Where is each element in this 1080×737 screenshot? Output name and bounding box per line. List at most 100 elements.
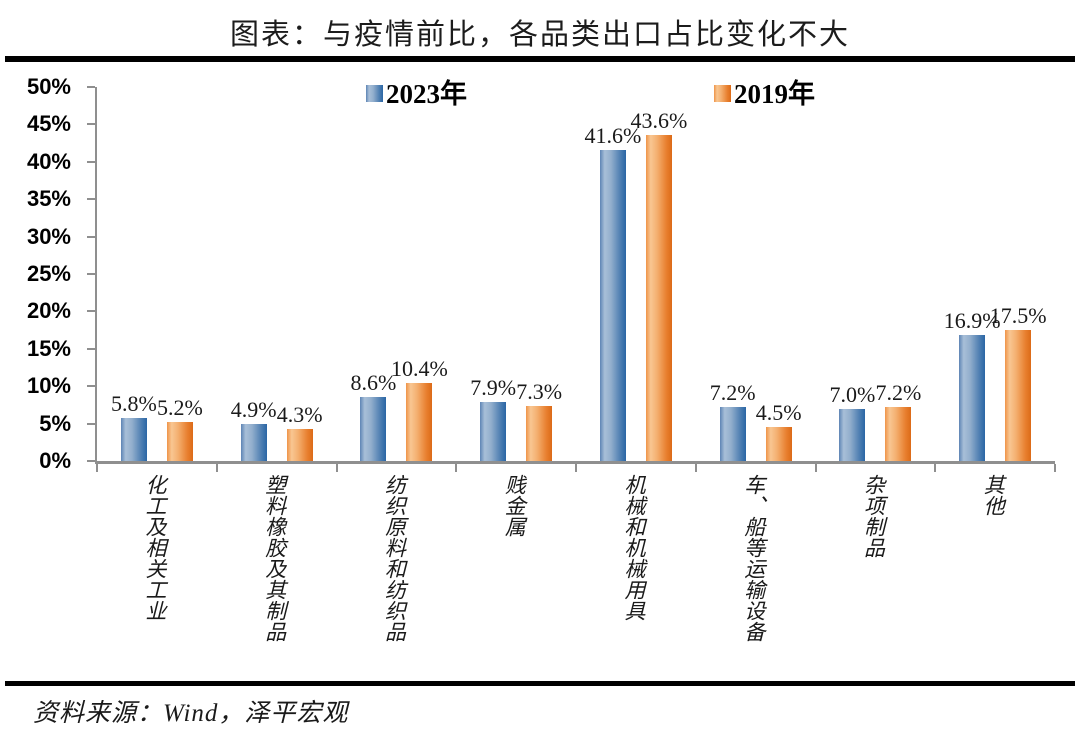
legend-swatch-2019-icon (714, 84, 731, 102)
y-axis-tick (87, 198, 95, 201)
category-label: 化工及相关工业 (95, 474, 215, 621)
y-axis-tick (87, 460, 95, 462)
top-divider-rule (5, 56, 1075, 62)
category-label-text: 塑料橡胶及其制品 (262, 474, 287, 642)
y-axis-tick (87, 86, 95, 88)
category-label-text: 杂项制品 (861, 474, 886, 558)
bar-2023年-贱金属: 7.9% (470, 375, 516, 461)
bar-group: 7.0% 7.2% (816, 87, 936, 461)
x-axis-tick (215, 464, 218, 472)
legend-item-2023: 2023年 (366, 72, 467, 111)
category-label: 贱金属 (454, 474, 574, 537)
category-label-text: 车、船等运输设备 (741, 474, 766, 642)
y-axis-tick-label: 0% (39, 448, 71, 473)
y-axis-tick (87, 310, 95, 313)
y-axis-tick (87, 347, 95, 350)
category-label: 杂项制品 (814, 474, 934, 558)
bar-2019年-纺织原料和纺织品: 10.4% (391, 356, 448, 461)
bar-2023年-车、船等运输设备: 7.2% (710, 380, 756, 461)
x-axis-tick (455, 464, 458, 472)
bar-group: 41.6% 43.6% (576, 87, 696, 461)
y-axis-tick-label: 35% (26, 186, 71, 212)
y-axis-tick (87, 385, 95, 388)
x-axis-category-labels: 化工及相关工业 塑料橡胶及其制品 纺织原料和纺织品 贱金属 机械和机械用具 车、船等运输设… (95, 474, 1053, 680)
legend-label-2023: 2023年 (386, 79, 467, 109)
legend-swatch-2023-icon (366, 84, 383, 102)
legend-item-2019: 2019年 (714, 72, 815, 111)
bar-2023年-杂项制品: 7.0% (829, 382, 875, 461)
x-axis-tick (1054, 464, 1056, 472)
y-axis-tick-label: 15% (26, 335, 71, 361)
bar-group: 7.2% 4.5% (696, 87, 816, 461)
bar-2019年-其他: 17.5% (990, 303, 1047, 461)
x-axis-tick (96, 464, 98, 472)
bar-group: 7.9% 7.3% (456, 87, 576, 461)
plot-area: 5.8% 5.2% 4.9% 4.3% 8.6% 10.4% 7.9% 7.3% 41.6% 43… (87, 86, 1056, 472)
y-axis-labels: 0% 5% 10% 15% 20% 25% 30% 35% 40% 45% 50% (0, 74, 85, 473)
bar-2019年-贱金属: 7.3% (516, 379, 562, 461)
legend-label-2019: 2019年 (734, 79, 815, 109)
bar-group: 4.9% 4.3% (217, 87, 337, 461)
y-axis-tick-label: 20% (26, 298, 71, 324)
bar-2023年-其他: 16.9% (944, 308, 1001, 461)
bar-group: 16.9% 17.5% (935, 87, 1055, 461)
bar-value-label: 7.3% (516, 379, 563, 405)
category-label-text: 其他 (981, 474, 1006, 516)
bar-value-label: 17.5% (989, 303, 1047, 329)
bar-value-label: 41.6% (584, 122, 642, 148)
y-axis-tick (87, 235, 95, 238)
bar-group: 5.8% 5.2% (97, 87, 217, 461)
bar-2023年-塑料橡胶及其制品: 4.9% (231, 397, 277, 461)
y-axis-tick-label: 10% (26, 373, 71, 399)
bar-2019年-化工及相关工业: 5.2% (157, 395, 203, 461)
bar-group: 8.6% 10.4% (337, 87, 457, 461)
bar-2023年-机械和机械用具: 41.6% (584, 123, 641, 461)
bar-value-label: 16.9% (943, 307, 1001, 333)
category-label: 塑料橡胶及其制品 (215, 474, 335, 642)
category-label: 机械和机械用具 (574, 474, 694, 621)
bar-value-label: 7.2% (709, 380, 756, 406)
bar-value-label: 10.4% (390, 356, 448, 382)
bar-2023年-化工及相关工业: 5.8% (111, 391, 157, 461)
category-label-text: 化工及相关工业 (143, 474, 167, 621)
bar-value-label: 5.2% (156, 395, 203, 421)
bar-value-label: 4.3% (276, 401, 323, 427)
bar-value-label: 4.9% (230, 397, 277, 423)
category-label-text: 机械和机械用具 (622, 474, 646, 621)
y-axis-tick-label: 45% (26, 111, 71, 137)
bar-value-label: 7.2% (875, 380, 922, 406)
bar-value-label: 5.8% (110, 390, 157, 416)
y-axis-tick-label: 50% (26, 74, 71, 99)
bar-value-label: 43.6% (630, 107, 688, 133)
category-label: 车、船等运输设备 (694, 474, 814, 642)
source-note: 资料来源：Wind，泽平宏观 (33, 700, 349, 727)
y-axis-tick (87, 422, 95, 425)
bar-value-label: 8.6% (350, 369, 397, 395)
bar-2019年-车、船等运输设备: 4.5% (756, 400, 802, 461)
y-axis-tick (87, 160, 95, 163)
bar-2019年-杂项制品: 7.2% (875, 380, 921, 461)
y-axis-tick-label: 25% (26, 261, 71, 286)
bar-2019年-机械和机械用具: 43.6% (630, 108, 687, 461)
bar-value-label: 4.5% (755, 400, 802, 426)
x-axis-tick (814, 464, 817, 472)
bar-2023年-纺织原料和纺织品: 8.6% (350, 370, 396, 461)
chart-title: 图表：与疫情前比，各品类出口占比变化不大 (229, 19, 850, 51)
category-label-text: 纺织原料和纺织品 (382, 474, 407, 642)
x-axis-tick (575, 464, 577, 472)
category-label-text: 贱金属 (502, 474, 527, 537)
x-axis-tick (694, 464, 697, 472)
y-axis-tick (87, 273, 95, 275)
y-axis-tick (87, 123, 95, 126)
x-axis-tick (934, 464, 937, 472)
y-axis-tick-label: 30% (26, 223, 71, 249)
category-label: 其他 (933, 474, 1053, 516)
y-axis-tick-label: 40% (26, 148, 71, 174)
bar-2019年-塑料橡胶及其制品: 4.3% (277, 402, 323, 461)
bar-value-label: 7.9% (470, 374, 517, 400)
bar-value-label: 7.0% (829, 381, 876, 407)
category-label: 纺织原料和纺织品 (335, 474, 455, 642)
x-axis-tick (335, 464, 338, 472)
y-axis-tick-label: 5% (39, 410, 71, 436)
